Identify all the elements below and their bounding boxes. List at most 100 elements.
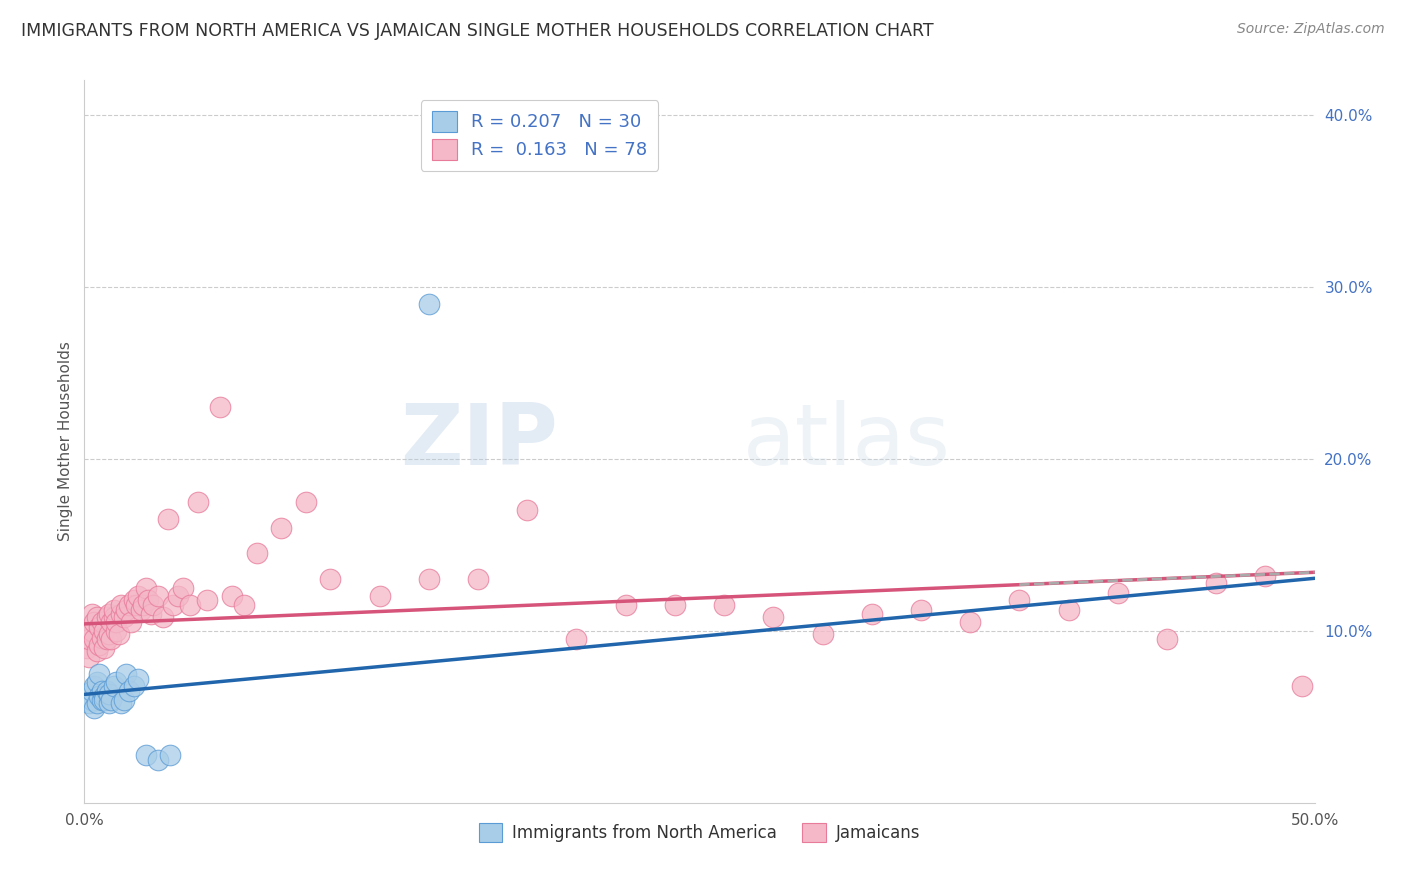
Point: [86, 610, 108, 624]
Point: [910, 603, 932, 617]
Point: [122, 679, 145, 693]
Point: [128, 672, 150, 686]
Point: [122, 592, 145, 607]
Point: [83, 632, 105, 647]
Point: [96, 632, 118, 647]
Point: [93, 689, 115, 703]
Point: [105, 675, 128, 690]
Y-axis label: Single Mother Households: Single Mother Households: [58, 342, 73, 541]
Point: [162, 598, 184, 612]
Text: Source: ZipAtlas.com: Source: ZipAtlas.com: [1237, 22, 1385, 37]
Point: [118, 684, 141, 698]
Point: [100, 615, 122, 630]
Point: [103, 679, 125, 693]
Point: [172, 581, 194, 595]
Point: [108, 627, 131, 641]
Point: [1156, 632, 1178, 647]
Point: [614, 598, 637, 612]
Point: [295, 494, 318, 508]
Text: atlas: atlas: [744, 400, 950, 483]
Point: [110, 607, 132, 621]
Point: [100, 692, 122, 706]
Point: [208, 400, 231, 414]
Point: [100, 632, 122, 647]
Point: [516, 503, 538, 517]
Point: [98, 696, 120, 710]
Point: [128, 590, 150, 604]
Point: [148, 753, 170, 767]
Point: [246, 546, 269, 560]
Point: [186, 494, 209, 508]
Point: [103, 603, 125, 617]
Point: [418, 297, 440, 311]
Point: [80, 684, 103, 698]
Point: [319, 572, 342, 586]
Point: [105, 624, 128, 638]
Point: [79, 696, 101, 710]
Point: [83, 615, 105, 630]
Point: [221, 590, 243, 604]
Point: [96, 610, 118, 624]
Point: [90, 615, 112, 630]
Point: [418, 572, 440, 586]
Point: [166, 590, 188, 604]
Point: [112, 610, 135, 624]
Point: [129, 603, 152, 617]
Point: [157, 512, 180, 526]
Point: [139, 607, 162, 621]
Point: [152, 610, 174, 624]
Point: [115, 603, 138, 617]
Point: [83, 679, 105, 693]
Point: [959, 615, 981, 630]
Text: ZIP: ZIP: [401, 400, 558, 483]
Point: [103, 610, 125, 624]
Point: [87, 620, 111, 634]
Point: [93, 624, 115, 638]
Point: [148, 590, 170, 604]
Point: [860, 607, 883, 621]
Point: [98, 607, 120, 621]
Point: [90, 692, 112, 706]
Point: [86, 675, 108, 690]
Point: [112, 692, 135, 706]
Legend: Immigrants from North America, Jamaicans: Immigrants from North America, Jamaicans: [472, 816, 927, 848]
Point: [115, 666, 138, 681]
Point: [120, 615, 142, 630]
Point: [80, 607, 103, 621]
Point: [83, 701, 105, 715]
Point: [135, 747, 157, 762]
Point: [233, 598, 256, 612]
Point: [159, 747, 181, 762]
Point: [467, 572, 489, 586]
Point: [90, 631, 112, 645]
Point: [105, 615, 128, 630]
Point: [98, 687, 120, 701]
Point: [110, 696, 132, 710]
Point: [86, 644, 108, 658]
Point: [80, 624, 103, 638]
Point: [135, 581, 157, 595]
Point: [118, 598, 141, 612]
Point: [368, 590, 391, 604]
Point: [1057, 603, 1080, 617]
Point: [110, 598, 132, 612]
Point: [565, 632, 588, 647]
Point: [98, 627, 120, 641]
Point: [87, 666, 111, 681]
Point: [142, 598, 165, 612]
Point: [811, 627, 834, 641]
Point: [79, 632, 101, 647]
Point: [713, 598, 735, 612]
Point: [90, 684, 112, 698]
Point: [1291, 679, 1313, 693]
Point: [76, 689, 98, 703]
Point: [179, 598, 201, 612]
Text: IMMIGRANTS FROM NORTH AMERICA VS JAMAICAN SINGLE MOTHER HOUSEHOLDS CORRELATION C: IMMIGRANTS FROM NORTH AMERICA VS JAMAICA…: [21, 22, 934, 40]
Point: [87, 689, 111, 703]
Point: [96, 684, 118, 698]
Point: [1008, 592, 1031, 607]
Point: [270, 520, 292, 534]
Point: [86, 696, 108, 710]
Point: [80, 692, 103, 706]
Point: [132, 598, 155, 612]
